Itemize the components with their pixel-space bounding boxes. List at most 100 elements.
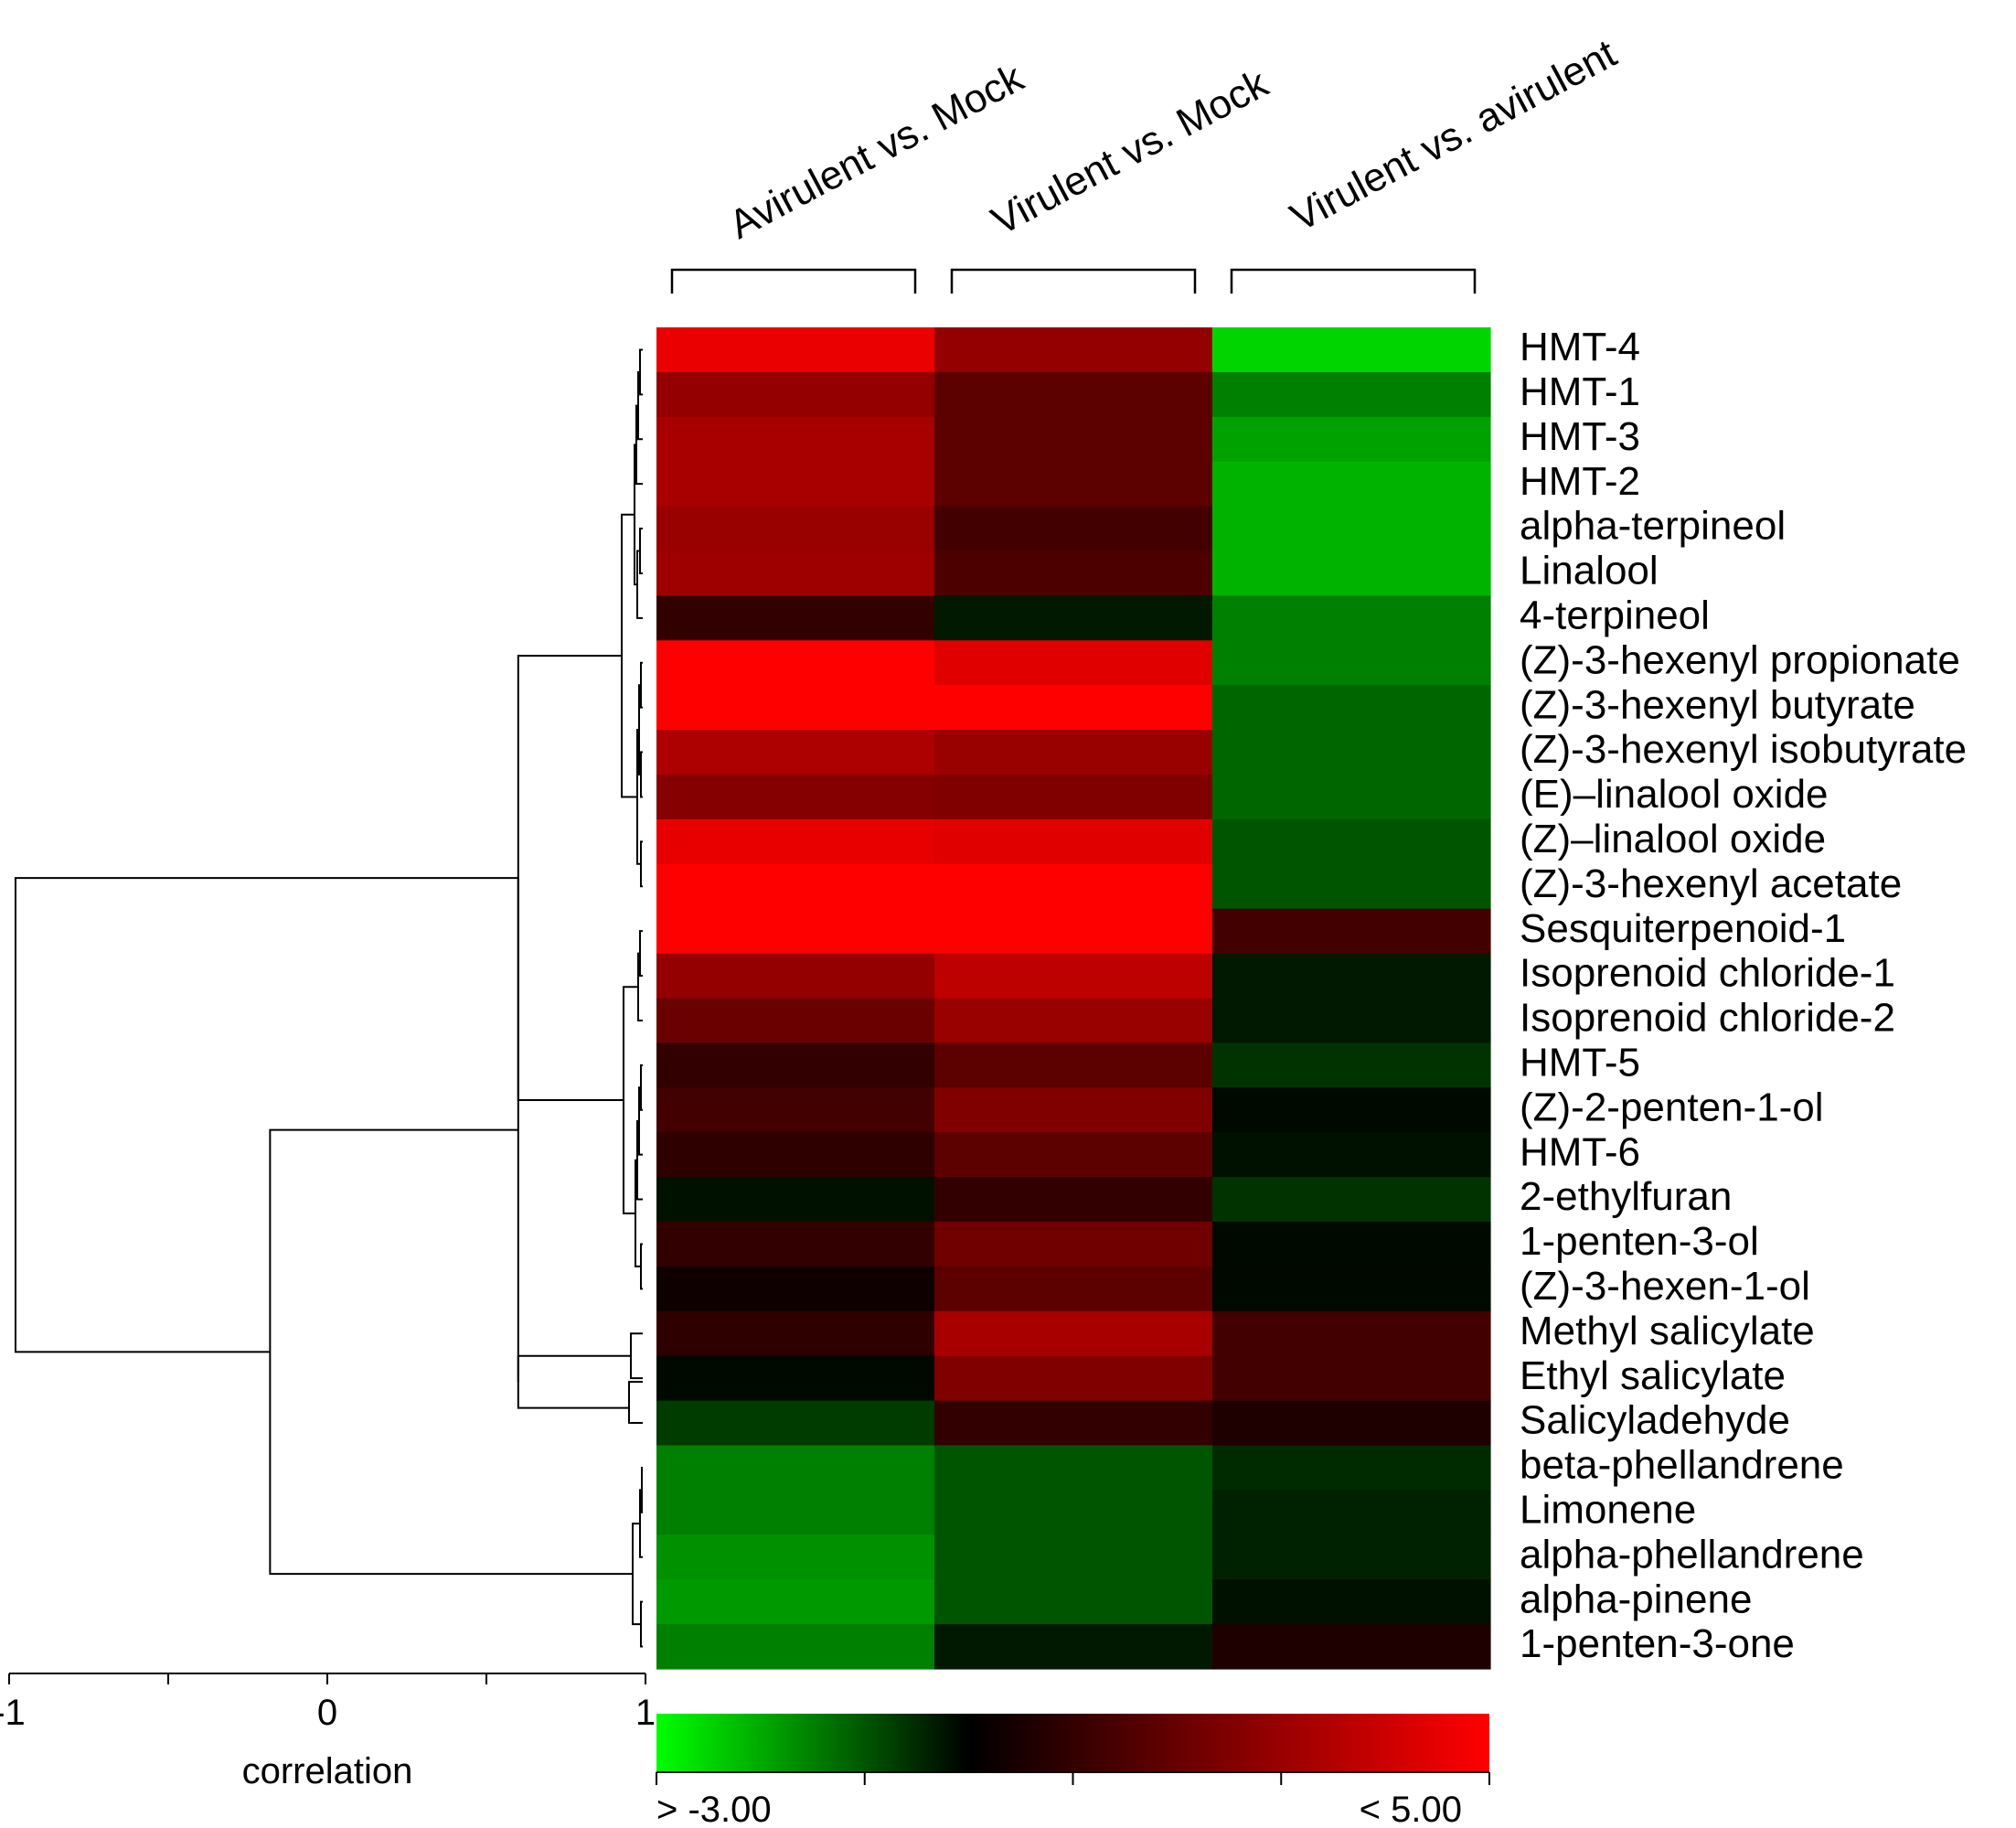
heatmap-cell bbox=[934, 1445, 1213, 1491]
heatmap-cell bbox=[656, 1266, 935, 1312]
heatmap-cell bbox=[934, 685, 1213, 731]
row-label: HMT-3 bbox=[1520, 414, 1640, 459]
heatmap-cell bbox=[1212, 818, 1491, 865]
heatmap-cell bbox=[1212, 1177, 1491, 1223]
row-label: 2-ethylfuran bbox=[1520, 1174, 1732, 1219]
heatmap-cell bbox=[656, 1132, 935, 1178]
dendrogram-link bbox=[640, 751, 643, 798]
heatmap-cell bbox=[656, 863, 935, 910]
row-label: (E)–linalool oxide bbox=[1520, 772, 1829, 817]
dendrogram-link bbox=[640, 1600, 643, 1648]
heatmap-cell bbox=[656, 908, 935, 955]
row-label: (Z)-3-hexenyl butyrate bbox=[1520, 682, 1915, 727]
heatmap-cell bbox=[934, 1087, 1213, 1133]
dendrogram-link bbox=[517, 1354, 631, 1409]
heatmap-cell bbox=[656, 775, 935, 820]
heatmap-cell bbox=[656, 1579, 935, 1625]
row-label: HMT-1 bbox=[1520, 369, 1640, 414]
row-label: alpha-terpineol bbox=[1520, 504, 1786, 549]
heatmap-cell bbox=[934, 1624, 1213, 1670]
heatmap-cell bbox=[934, 1222, 1213, 1267]
heatmap-cell bbox=[656, 1355, 935, 1402]
row-label: beta-phellandrene bbox=[1520, 1443, 1844, 1488]
heatmap-cell bbox=[1212, 1579, 1491, 1625]
heatmap-cell bbox=[656, 1042, 935, 1088]
row-label: 4-terpineol bbox=[1520, 593, 1710, 637]
heatmap-cell bbox=[1212, 416, 1491, 463]
heatmap-cell bbox=[934, 1310, 1213, 1357]
column-bracket bbox=[670, 268, 917, 294]
heatmap-cell bbox=[1212, 685, 1491, 731]
axis-title: correlation bbox=[242, 1751, 413, 1791]
heatmap-cell bbox=[1212, 1445, 1491, 1491]
row-label: alpha-phellandrene bbox=[1520, 1532, 1864, 1577]
row-label: alpha-pinene bbox=[1520, 1577, 1752, 1621]
heatmap-cell bbox=[656, 1490, 935, 1535]
heatmap-cell bbox=[656, 685, 935, 731]
row-label: Isoprenoid chloride-2 bbox=[1520, 996, 1895, 1041]
heatmap-cell bbox=[934, 595, 1213, 641]
heatmap-cell bbox=[656, 416, 935, 463]
row-label: HMT-6 bbox=[1520, 1129, 1640, 1174]
heatmap-cell bbox=[934, 1490, 1213, 1535]
column-brackets bbox=[670, 268, 1477, 294]
dendrogram-link bbox=[639, 348, 643, 396]
row-label: HMT-5 bbox=[1520, 1040, 1640, 1085]
heatmap-cell bbox=[934, 775, 1213, 820]
heatmap-cell bbox=[1212, 461, 1491, 508]
row-label: 1-penten-3-one bbox=[1520, 1621, 1795, 1666]
heatmap-cell bbox=[934, 1177, 1213, 1223]
dendrogram-link bbox=[640, 1064, 643, 1111]
heatmap-cell bbox=[656, 506, 935, 552]
heatmap-cell bbox=[656, 551, 935, 596]
axis-tick-label: 0 bbox=[317, 1693, 337, 1733]
column-header: Virulent vs. avirulent bbox=[1284, 31, 1624, 241]
dendrogram-link bbox=[269, 1128, 633, 1576]
heatmap-cell bbox=[934, 327, 1213, 373]
heatmap-cell bbox=[1212, 1266, 1491, 1312]
row-label: HMT-2 bbox=[1520, 459, 1640, 504]
heatmap-cell bbox=[1212, 371, 1491, 418]
heatmap-cell bbox=[1212, 1042, 1491, 1088]
heatmap-cell bbox=[656, 730, 935, 775]
heatmap-cell bbox=[934, 1534, 1213, 1580]
dendrogram-link bbox=[641, 1466, 643, 1513]
heatmap-cell bbox=[1212, 1355, 1491, 1402]
row-label: Salicyladehyde bbox=[1520, 1398, 1790, 1443]
row-label: (Z)-3-hexenyl isobutyrate bbox=[1520, 727, 1967, 772]
heatmap-cell bbox=[934, 416, 1213, 463]
row-label: (Z)-3-hexenyl propionate bbox=[1520, 637, 1960, 682]
heatmap-cell bbox=[656, 1222, 935, 1267]
heatmap-cell bbox=[1212, 908, 1491, 955]
heatmap-cell bbox=[1212, 1087, 1491, 1133]
heatmap-cell bbox=[656, 1087, 935, 1133]
heatmap-cell bbox=[1212, 327, 1491, 373]
heatmap-cell bbox=[656, 1310, 935, 1357]
heatmap-cell bbox=[1212, 775, 1491, 820]
dendrogram-link bbox=[639, 528, 643, 574]
dendrogram-link bbox=[628, 1381, 643, 1425]
heatmap-cell bbox=[934, 1266, 1213, 1312]
dendrogram-link bbox=[640, 661, 643, 709]
heatmap-cell bbox=[656, 461, 935, 508]
dendrogram-axis: -1 0 1 correlation bbox=[0, 1673, 656, 1791]
heatmap-cell bbox=[934, 953, 1213, 1000]
dendrogram bbox=[14, 348, 643, 1648]
heatmap-cells bbox=[656, 327, 1491, 1670]
heatmap-cell bbox=[1212, 1534, 1491, 1580]
heatmap-cell bbox=[1212, 953, 1491, 1000]
heatmap-cell bbox=[1212, 863, 1491, 910]
heatmap-cell bbox=[656, 998, 935, 1043]
legend-max-label: < 5.00 bbox=[1360, 1790, 1462, 1828]
heatmap-cell bbox=[934, 1355, 1213, 1402]
heatmap-cell bbox=[1212, 1310, 1491, 1357]
dendrogram-link bbox=[640, 840, 643, 888]
heatmap-cell bbox=[1212, 506, 1491, 552]
dendrogram-link bbox=[14, 877, 518, 1353]
dendrogram-link bbox=[517, 655, 624, 1102]
heatmap-cell bbox=[1212, 1222, 1491, 1267]
row-label: (Z)–linalool oxide bbox=[1520, 817, 1826, 861]
column-bracket bbox=[1230, 268, 1477, 294]
heatmap-cell bbox=[1212, 1624, 1491, 1670]
